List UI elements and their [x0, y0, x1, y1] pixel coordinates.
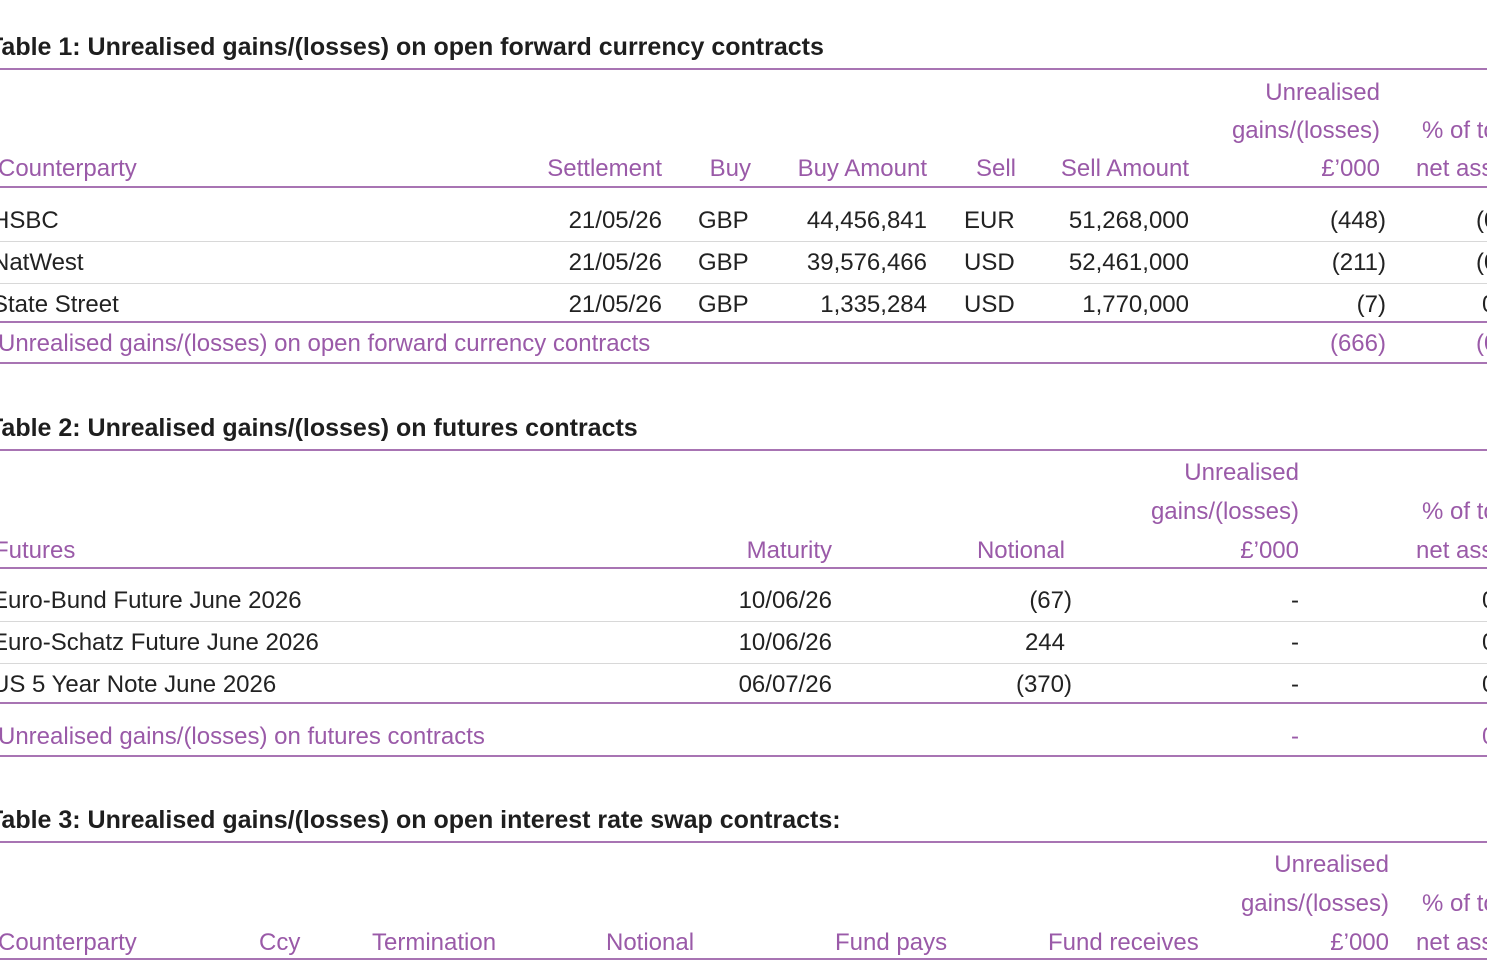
- table1-cell-sell: USD: [964, 291, 1015, 318]
- table1-cell-settlement: 21/05/26: [568, 249, 662, 276]
- table2-header-unrealised: £’000: [1240, 537, 1299, 564]
- table1-header-pct: net assets: [1416, 155, 1487, 182]
- table1-cell-sell: USD: [964, 249, 1015, 276]
- table1-cell-pct: 0: [1482, 291, 1487, 319]
- table3-header-notional: Notional: [606, 929, 695, 956]
- table1-cell-unrealised: (7): [1356, 291, 1386, 318]
- table2-cell-maturity: 10/06/26: [738, 629, 832, 656]
- table2-cell-pct: 0: [1482, 629, 1487, 657]
- table1-cell-buy: GBP: [698, 207, 749, 234]
- table2-header-maturity: Maturity: [746, 537, 832, 564]
- table2-cell-futures: Euro-Bund Future June 2026: [0, 587, 302, 614]
- table1-cell-buy: GBP: [698, 249, 749, 276]
- table1-bottom-rule: [0, 362, 1487, 364]
- table2-cell-notional: (370): [1015, 671, 1072, 698]
- table2-total-rule: [0, 702, 1487, 704]
- table2-cell-futures: Euro-Schatz Future June 2026: [0, 629, 319, 656]
- table3-header-pct: % of total: [1422, 890, 1487, 917]
- table1-header-sell: Sell: [975, 155, 1016, 182]
- table1-header-settlement: Settlement: [547, 155, 662, 182]
- table1-cell-buy-amount: 1,335,284: [820, 291, 927, 318]
- table1-header-pct: % of total: [1422, 117, 1487, 144]
- table1-cell-buy-amount: 44,456,841: [806, 207, 927, 234]
- table1-header-unrealised: Unrealised: [1265, 79, 1380, 106]
- table1-total-pct: (0: [1476, 330, 1487, 357]
- table3-header-pct: net assets: [1416, 929, 1487, 956]
- table2-cell-pct: 0: [1482, 671, 1487, 699]
- table1-cell-settlement: 21/05/26: [568, 291, 662, 318]
- table1-cell-unrealised: (448): [1329, 207, 1386, 234]
- table1-header-unrealised: £’000: [1321, 155, 1380, 182]
- table3-header-fund-pays: Fund pays: [835, 929, 948, 956]
- table1-top-rule: [0, 68, 1487, 70]
- table1-total-label: Unrealised gains/(losses) on open forwar…: [0, 330, 651, 357]
- table2-cell-notional: 244: [1024, 629, 1065, 656]
- table3-header-termination: Termination: [372, 929, 497, 956]
- table2-cell-notional: (67): [1029, 587, 1072, 614]
- table3-header-ccy: Ccy: [259, 929, 301, 956]
- table1-cell-settlement: 21/05/26: [568, 207, 662, 234]
- table1-header-counterparty: Counterparty: [0, 155, 137, 182]
- table1-cell-pct: (0: [1476, 207, 1487, 234]
- table2-header-futures: Futures: [0, 537, 76, 564]
- table2-total-pct: 0: [1482, 723, 1487, 751]
- table1-cell-sell-amount: 51,268,000: [1068, 207, 1189, 234]
- table2-total-label: Unrealised gains/(losses) on futures con…: [0, 723, 485, 750]
- table2-top-rule: [0, 449, 1487, 451]
- table1-header-unrealised: gains/(losses): [1231, 117, 1380, 144]
- table1-cell-counterparty: HSBC: [0, 207, 59, 234]
- table3-header-counterparty: Counterparty: [0, 929, 137, 956]
- table1-cell-counterparty: NatWest: [0, 249, 84, 276]
- table2-row-divider: [0, 621, 1487, 622]
- table2-total-unrealised: -: [1291, 723, 1299, 750]
- table3-title: Table 3: Unrealised gains/(losses) on op…: [0, 806, 841, 834]
- table2-cell-unrealised: -: [1291, 587, 1299, 614]
- table2-cell-unrealised: -: [1291, 671, 1299, 698]
- table1-header-rule: [0, 186, 1487, 188]
- table1-cell-counterparty: State Street: [0, 291, 119, 318]
- table2-cell-futures: US 5 Year Note June 2026: [0, 671, 277, 698]
- table1-title: Table 1: Unrealised gains/(losses) on op…: [0, 33, 824, 61]
- table1-cell-buy: GBP: [698, 291, 749, 318]
- table1-header-buy-amount: Buy Amount: [797, 155, 927, 182]
- table3-top-rule: [0, 841, 1487, 843]
- table1-cell-sell: EUR: [964, 207, 1015, 234]
- table1-total-rule: [0, 321, 1487, 323]
- table3-header-unrealised: gains/(losses): [1240, 890, 1389, 917]
- table1-header-sell-amount: Sell Amount: [1060, 155, 1189, 182]
- table2-header-unrealised: gains/(losses): [1150, 498, 1299, 525]
- table2-header-notional: Notional: [976, 537, 1065, 564]
- table1-cell-pct: (0: [1476, 249, 1487, 276]
- table1-cell-buy-amount: 39,576,466: [806, 249, 927, 276]
- table2-cell-pct: 0: [1482, 587, 1487, 615]
- table2-header-pct: net assets: [1416, 537, 1487, 564]
- table3-header-unrealised: Unrealised: [1274, 851, 1389, 878]
- table2-bottom-rule: [0, 755, 1487, 757]
- table2-header-unrealised: Unrealised: [1184, 459, 1299, 486]
- table3-header-unrealised: £’000: [1330, 929, 1389, 956]
- table3-header-rule: [0, 958, 1487, 960]
- table2-cell-maturity: 10/06/26: [738, 587, 832, 614]
- table1-cell-sell-amount: 52,461,000: [1068, 249, 1189, 276]
- table1-row-divider: [0, 241, 1487, 242]
- table2-header-rule: [0, 567, 1487, 569]
- table1-cell-sell-amount: 1,770,000: [1082, 291, 1189, 318]
- table3-header-fund-receives: Fund receives: [1048, 929, 1199, 956]
- table1-row-divider: [0, 283, 1487, 284]
- table1-total-unrealised: (666): [1329, 330, 1386, 357]
- table2-row-divider: [0, 663, 1487, 664]
- table2-title: Table 2: Unrealised gains/(losses) on fu…: [0, 414, 638, 442]
- table2-header-pct: % of total: [1422, 498, 1487, 525]
- table2-cell-unrealised: -: [1291, 629, 1299, 656]
- table1-cell-unrealised: (211): [1331, 249, 1386, 276]
- table1-header-buy: Buy: [709, 155, 751, 182]
- table2-cell-maturity: 06/07/26: [738, 671, 832, 698]
